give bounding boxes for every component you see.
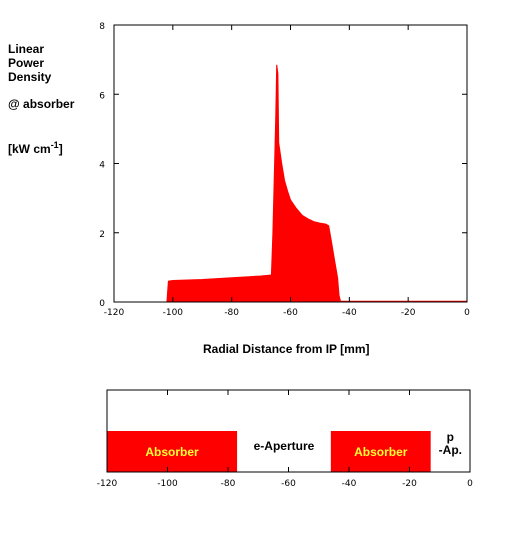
- y-unit-exponent: -1: [50, 140, 59, 150]
- x-tick-label: -40: [342, 479, 357, 489]
- y-unit-base: [kW cm: [8, 142, 51, 156]
- x-tick-label: -100: [157, 479, 178, 489]
- y-tick-label: 6: [99, 91, 105, 101]
- y-label-line-2: Power: [8, 56, 45, 70]
- x-axis-label: Radial Distance from IP [mm]: [203, 342, 370, 356]
- y-label-line-1: Linear: [8, 42, 45, 56]
- y-tick-label: 8: [99, 22, 105, 32]
- y-label-line-3: Density: [8, 70, 52, 84]
- x-tick-label: 0: [467, 479, 473, 489]
- region-label: Absorber: [145, 445, 199, 459]
- power-density-chart: -120 -100 -80 -60 -40 -20 0 0 2 4 6 8: [99, 22, 470, 318]
- y-tick-label: 4: [99, 161, 105, 171]
- region-label: e-Aperture: [254, 439, 315, 453]
- y-unit-end: ]: [58, 142, 63, 156]
- absorber-bar: [107, 431, 238, 472]
- region-label: -Ap.: [439, 443, 462, 457]
- x-tick-label: -100: [163, 308, 184, 318]
- x-tick-label: -20: [402, 479, 417, 489]
- x-tick-label: -80: [221, 479, 236, 489]
- x-tick-label: 0: [464, 308, 470, 318]
- x-tick-label: -120: [97, 479, 118, 489]
- y-label-line-4: @ absorber: [8, 97, 75, 111]
- y-tick-label: 0: [99, 299, 105, 309]
- absorber-bar: [330, 431, 431, 472]
- x-tick-label: -80: [224, 308, 239, 318]
- x-tick-label: -120: [104, 308, 125, 318]
- power-density-area: [166, 64, 468, 303]
- region-label: Absorber: [354, 445, 408, 459]
- x-tick-label: -60: [281, 479, 296, 489]
- region-label: p: [447, 430, 454, 444]
- x-tick-label: -60: [283, 308, 298, 318]
- y-tick-label: 2: [99, 230, 105, 240]
- x-tick-label: -20: [401, 308, 416, 318]
- x-tick-label: -40: [342, 308, 357, 318]
- aperture-chart: Absorber e-Aperture Absorber p-Ap. -120 -100…: [97, 389, 473, 489]
- y-unit-label: [kW cm-1]: [8, 138, 63, 156]
